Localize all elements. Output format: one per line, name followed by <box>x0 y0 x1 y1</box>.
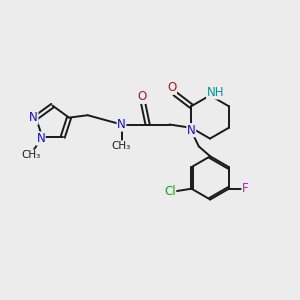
Text: Cl: Cl <box>164 184 176 198</box>
Text: O: O <box>137 90 146 104</box>
Text: F: F <box>242 182 249 195</box>
Text: N: N <box>36 132 45 145</box>
Text: N: N <box>117 118 126 131</box>
Text: CH₃: CH₃ <box>22 150 41 160</box>
Text: N: N <box>187 124 196 137</box>
Text: N: N <box>29 111 38 124</box>
Text: CH₃: CH₃ <box>112 141 131 151</box>
Text: NH: NH <box>207 86 224 99</box>
Text: O: O <box>167 81 176 94</box>
